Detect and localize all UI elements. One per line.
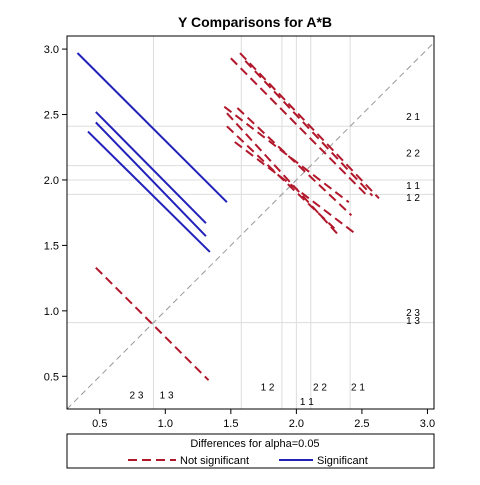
legend: Differences for alpha=0.05 Not significa…	[66, 433, 435, 469]
axis-ticks: 0.5 1.0 1.5 2.0 2.5 3.0 0.5 1.0 1.5 2.0 2.5 3.0	[44, 44, 435, 430]
not-significant-line	[223, 105, 350, 204]
pair-label: 1 1	[300, 397, 314, 408]
not-significant-line	[234, 141, 356, 235]
significant-line	[95, 121, 207, 237]
pair-label: 1 3	[406, 316, 420, 327]
y-tick-label: 1.0	[44, 306, 59, 318]
y-tick-label: 3.0	[44, 44, 59, 56]
pair-label: 1 3	[160, 391, 174, 402]
chart-title: Y Comparisons for A*B	[178, 14, 332, 30]
series-group	[76, 52, 380, 381]
not-significant-line	[230, 57, 367, 196]
legend-title: Differences for alpha=0.05	[190, 438, 319, 450]
pair-label: 1 2	[406, 193, 420, 204]
pair-label: 2 3	[130, 391, 144, 402]
x-tick-label: 3.0	[420, 418, 435, 430]
pair-label: 1 2	[261, 383, 275, 394]
significant-line	[87, 130, 211, 253]
legend-label-significant: Significant	[317, 455, 368, 467]
legend-label-not-significant: Not significant	[180, 455, 249, 467]
significant-line	[76, 52, 228, 203]
x-tick-label: 2.0	[289, 418, 304, 430]
not-significant-line	[239, 52, 380, 199]
not-significant-line	[244, 60, 374, 197]
y-tick-label: 2.5	[44, 110, 59, 122]
x-tick-label: 1.0	[158, 418, 173, 430]
pair-label: 2 1	[351, 383, 365, 394]
diagonal-line	[66, 42, 435, 410]
y-tick-label: 2.0	[44, 175, 59, 187]
significant-line	[95, 111, 207, 224]
plot-frame	[66, 35, 435, 410]
diagonal-line-group	[66, 42, 435, 410]
x-tick-label: 1.5	[223, 418, 238, 430]
x-tick-label: 2.5	[354, 418, 369, 430]
legend-frame	[66, 433, 435, 469]
pair-label: 2 2	[406, 148, 420, 159]
pair-label: 2 1	[406, 112, 420, 123]
y-tick-label: 1.5	[44, 240, 59, 252]
y-tick-label: 0.5	[44, 371, 59, 383]
reference-lines	[67, 36, 434, 409]
not-significant-line	[95, 266, 210, 381]
x-tick-label: 0.5	[92, 418, 107, 430]
pair-label: 1 1	[406, 181, 420, 192]
pair-label: 2 2	[313, 383, 327, 394]
pair-label: 2 3	[406, 308, 420, 319]
